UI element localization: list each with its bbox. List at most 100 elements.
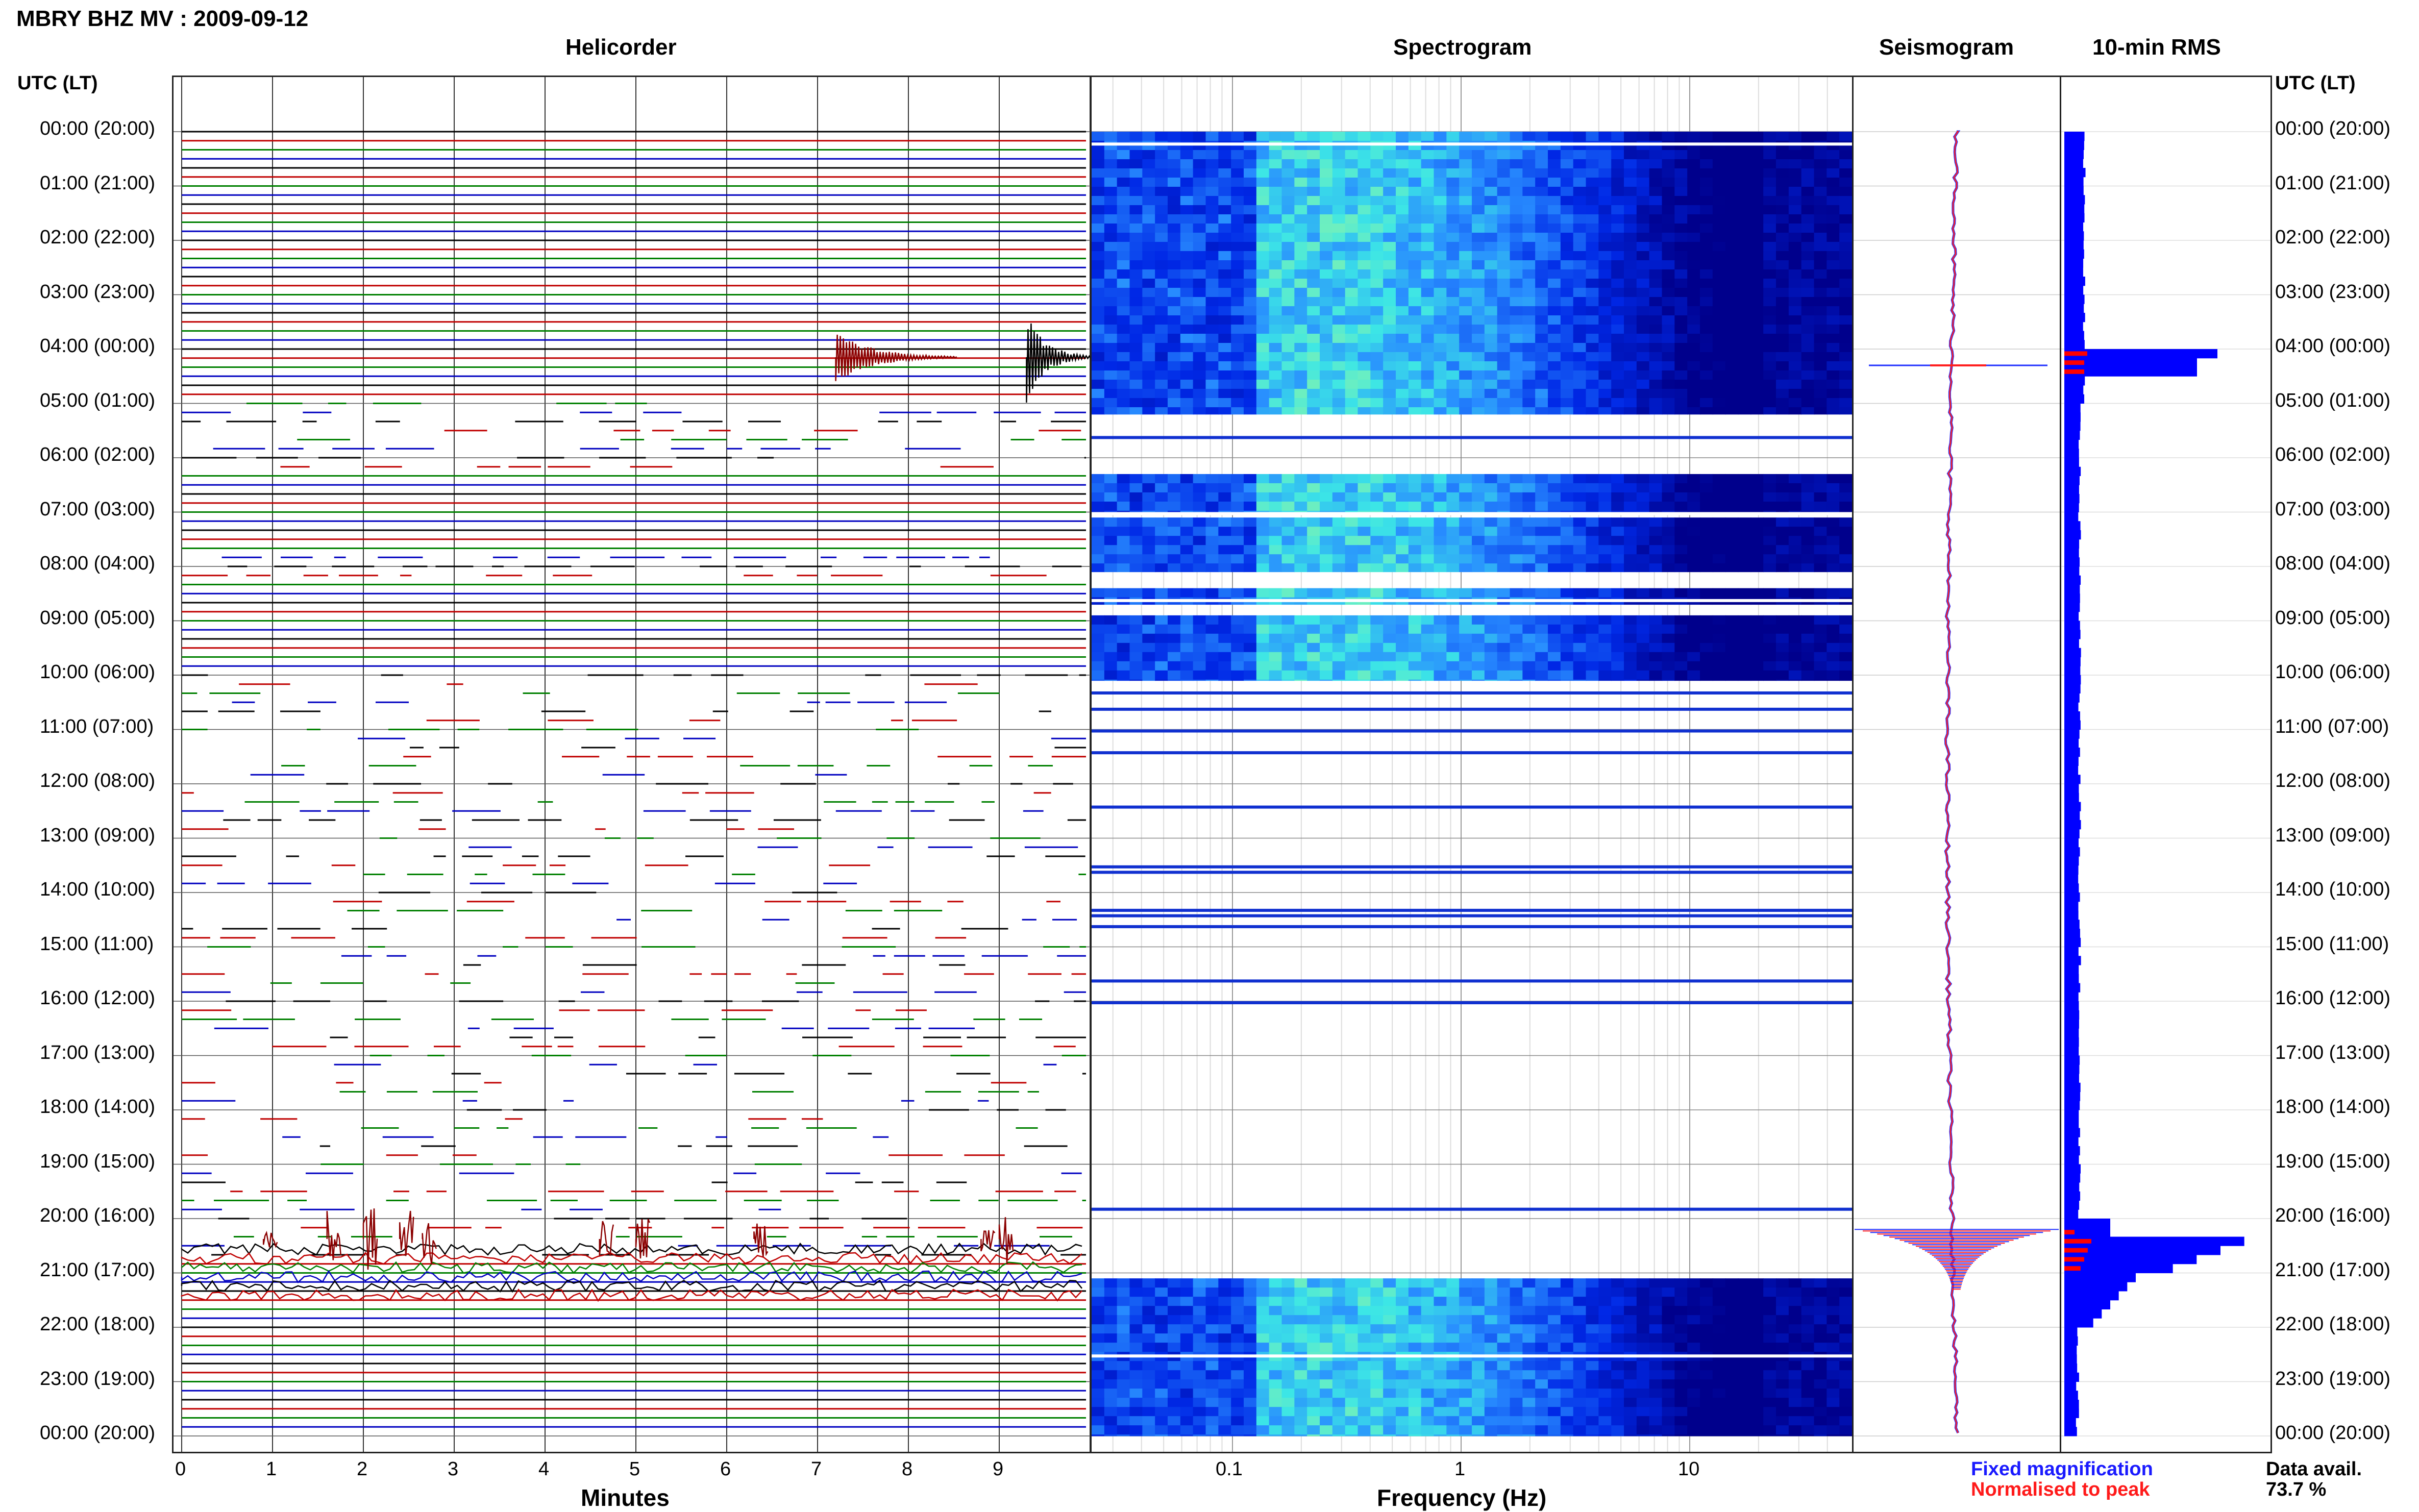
spectrogram-cell	[1700, 325, 1713, 334]
spectrogram-cell	[1484, 624, 1498, 634]
spectrogram-cell	[1586, 361, 1599, 371]
spectrogram-cell	[1307, 260, 1320, 270]
spectrogram-cell	[1180, 214, 1194, 224]
spectrogram-cell	[1611, 536, 1624, 546]
spectrogram-cell	[1218, 1315, 1232, 1325]
spectrogram-cell	[1180, 1333, 1194, 1343]
spectrogram-cell	[1788, 260, 1802, 270]
spectrogram-cell	[1434, 205, 1447, 215]
spectrogram-cell	[1624, 352, 1637, 362]
spectrogram-cell	[1408, 510, 1422, 512]
spectrogram-cell	[1332, 242, 1346, 252]
spectrogram-cell	[1332, 615, 1346, 625]
spectrogram-cell	[1193, 670, 1206, 680]
spectrogram-cell	[1484, 1287, 1498, 1297]
time-label-right: 11:00 (07:00)	[2275, 715, 2389, 737]
spectrogram-cell	[1510, 306, 1523, 316]
spectrogram-cell	[1129, 1416, 1143, 1426]
spectrogram-cell	[1129, 1361, 1143, 1371]
spectrogram-cell	[1320, 1370, 1333, 1380]
spectrogram-cell	[1725, 1287, 1739, 1297]
spectrogram-cell	[1307, 224, 1320, 233]
spectrogram-cell	[1231, 205, 1244, 215]
spectrogram-cell	[1839, 352, 1852, 362]
spectrogram-cell	[1788, 233, 1802, 242]
spectrogram-cell	[1573, 132, 1587, 141]
spectrogram-cell	[1396, 178, 1409, 187]
spectrogram-cell	[1586, 554, 1599, 564]
spectrogram-cell	[1611, 1287, 1624, 1297]
spectrogram-cell	[1776, 633, 1789, 643]
spectrogram-cell	[1636, 588, 1650, 598]
spectrogram-cell	[1446, 242, 1460, 252]
spectrogram-cell	[1370, 196, 1384, 206]
spectrogram-cell	[1636, 132, 1650, 141]
spectrogram-cell	[1763, 315, 1776, 325]
spectrogram-cell	[1497, 483, 1511, 493]
spectrogram-cell	[1256, 554, 1270, 564]
spectrogram-cell	[1294, 380, 1308, 389]
spectrogram-cell	[1092, 1306, 1105, 1316]
spectrogram-cell	[1345, 501, 1359, 511]
spectrogram-cell	[1155, 178, 1168, 187]
spectrogram-cell	[1205, 1343, 1219, 1352]
spectrogram-cell	[1636, 1361, 1650, 1371]
spectrogram-cell	[1738, 624, 1751, 634]
spectrogram-cell	[1776, 492, 1789, 502]
spectrogram-cell	[1307, 297, 1320, 307]
spectrogram-cell	[1180, 563, 1194, 573]
spectrogram-cell	[1535, 661, 1548, 671]
spectrogram-cell	[1370, 214, 1384, 224]
spectrogram-cell	[1193, 1425, 1206, 1435]
spectrogram-cell	[1788, 224, 1802, 233]
spectrogram-cell	[1535, 527, 1548, 536]
spectrogram-cell	[1725, 269, 1739, 279]
spectrogram-cell	[1320, 315, 1333, 325]
spectrogram-cell	[1649, 224, 1663, 233]
spectrogram-cell	[1510, 588, 1523, 598]
spectrogram-cell	[1142, 1398, 1156, 1407]
spectrogram-cell	[1636, 178, 1650, 187]
spectrogram-cell	[1624, 260, 1637, 270]
spectrogram-cell	[1205, 624, 1219, 634]
spectrogram-cell	[1155, 624, 1168, 634]
spectrogram-cell	[1320, 306, 1333, 316]
spectrogram-cell	[1548, 233, 1561, 242]
spectrogram-cell	[1801, 132, 1815, 141]
spectrogram-cell	[1763, 251, 1776, 261]
spectrogram-cell	[1624, 1297, 1637, 1306]
spectrogram-cell	[1814, 1425, 1828, 1435]
spectrogram-cell	[1674, 389, 1688, 399]
spectrogram-cell	[1611, 1379, 1624, 1389]
spectrogram-cell	[1662, 407, 1675, 415]
spectrogram-cell	[1193, 242, 1206, 252]
spectrogram-cell	[1193, 132, 1206, 141]
spectrogram-cell	[1611, 168, 1624, 178]
spectrogram-cell	[1598, 510, 1612, 512]
spectrogram-cell	[1459, 325, 1472, 334]
spectrogram-cell	[1586, 517, 1599, 527]
spectrogram-cell	[1155, 1297, 1168, 1306]
spectrogram-cell	[1244, 474, 1257, 484]
spectrogram-cell	[1801, 1324, 1815, 1334]
spectrogram-cell	[1104, 661, 1118, 671]
spectrogram-cell	[1497, 1389, 1511, 1398]
spectrogram-cell	[1320, 670, 1333, 680]
spectrogram-cell	[1446, 352, 1460, 362]
spectrogram-cell	[1269, 334, 1282, 343]
helicorder-spike	[422, 1223, 437, 1265]
spectrogram-cell	[1624, 224, 1637, 233]
spectrogram-cell	[1548, 624, 1561, 634]
spectrogram-cell	[1370, 315, 1384, 325]
spectrogram-cell	[1535, 1434, 1548, 1436]
time-label-right: 18:00 (14:00)	[2275, 1096, 2391, 1118]
spectrogram-cell	[1244, 661, 1257, 671]
spectrogram-cell	[1332, 1425, 1346, 1435]
spectrogram-cell	[1535, 1297, 1548, 1306]
spectrogram-cell	[1624, 1324, 1637, 1334]
spectrogram-panel	[1090, 76, 1854, 1453]
spectrogram-cell	[1801, 251, 1815, 261]
spectrogram-cell	[1624, 670, 1637, 680]
spectrogram-cell	[1357, 370, 1371, 380]
spectrogram-cell	[1434, 150, 1447, 160]
